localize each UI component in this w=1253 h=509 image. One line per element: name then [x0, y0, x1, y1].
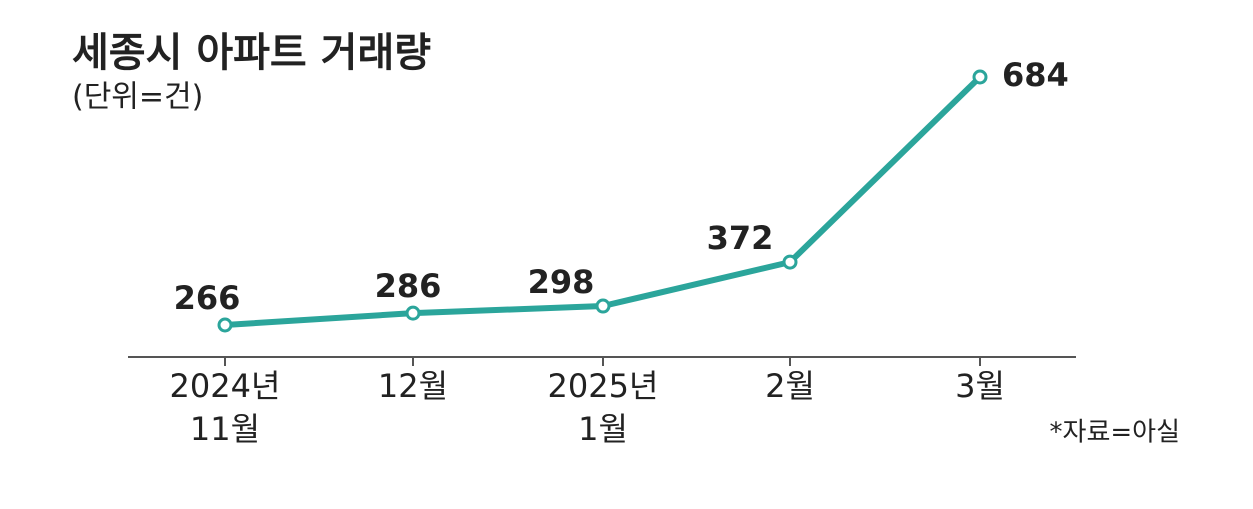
x-tick-label: 12월 — [378, 367, 448, 405]
x-tick-label: 11월 — [190, 410, 260, 448]
value-label: 684 — [1002, 56, 1069, 94]
value-label: 286 — [375, 267, 442, 305]
value-label: 266 — [174, 279, 241, 317]
source-note: *자료=아실 — [1050, 418, 1180, 448]
value-label: 298 — [528, 263, 595, 301]
x-tick-label: 2024년 — [170, 367, 281, 405]
data-point — [405, 305, 421, 321]
data-point — [972, 69, 988, 85]
data-point — [595, 298, 611, 314]
chart-title: 세종시 아파트 거래량 — [72, 30, 431, 76]
x-tick-label: 2025년 — [548, 367, 659, 405]
data-point — [217, 317, 233, 333]
value-label: 372 — [707, 219, 774, 257]
x-tick-label: 1월 — [578, 410, 628, 448]
data-line — [224, 74, 983, 328]
data-point — [782, 254, 798, 270]
x-tick-label: 2월 — [765, 367, 815, 405]
chart-subtitle: (단위=건) — [72, 80, 203, 115]
x-tick-label: 3월 — [955, 367, 1005, 405]
